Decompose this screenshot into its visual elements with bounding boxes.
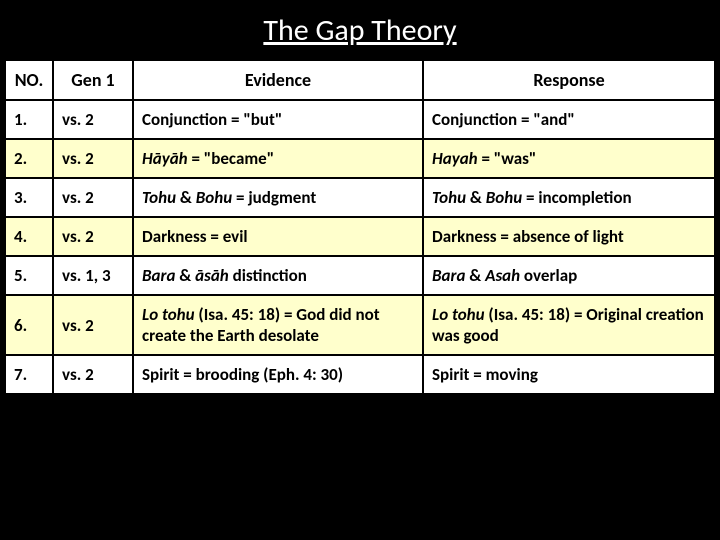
cell-evidence: Tohu & Bohu = judgment: [133, 178, 423, 217]
slide-title: The Gap Theory: [4, 4, 716, 59]
table-row: 3.vs. 2Tohu & Bohu = judgmentTohu & Bohu…: [5, 178, 715, 217]
slide-container: The Gap Theory NO. Gen 1 Evidence Respon…: [0, 0, 720, 540]
header-evidence: Evidence: [133, 60, 423, 100]
header-response: Response: [423, 60, 715, 100]
table-row: 6.vs. 2Lo tohu (Isa. 45: 18) = God did n…: [5, 295, 715, 355]
cell-evidence: Bara & āsāh distinction: [133, 256, 423, 295]
cell-response: Tohu & Bohu = incompletion: [423, 178, 715, 217]
cell-no: 3.: [5, 178, 53, 217]
cell-gen: vs. 2: [53, 295, 133, 355]
cell-response: Conjunction = "and": [423, 100, 715, 139]
cell-response: Hayah = "was": [423, 139, 715, 178]
cell-evidence: Darkness = evil: [133, 217, 423, 256]
cell-response: Spirit = moving: [423, 355, 715, 394]
cell-evidence: Hāyāh = "became": [133, 139, 423, 178]
gap-theory-table: NO. Gen 1 Evidence Response 1.vs. 2Conju…: [4, 59, 716, 395]
cell-response: Lo tohu (Isa. 45: 18) = Original creatio…: [423, 295, 715, 355]
table-row: 5.vs. 1, 3Bara & āsāh distinctionBara & …: [5, 256, 715, 295]
header-gen: Gen 1: [53, 60, 133, 100]
cell-gen: vs. 1, 3: [53, 256, 133, 295]
table-row: 1.vs. 2Conjunction = "but"Conjunction = …: [5, 100, 715, 139]
cell-no: 6.: [5, 295, 53, 355]
table-row: 2.vs. 2Hāyāh = "became"Hayah = "was": [5, 139, 715, 178]
header-no: NO.: [5, 60, 53, 100]
cell-response: Bara & Asah overlap: [423, 256, 715, 295]
cell-gen: vs. 2: [53, 355, 133, 394]
table-row: 7.vs. 2Spirit = brooding (Eph. 4: 30)Spi…: [5, 355, 715, 394]
cell-response: Darkness = absence of light: [423, 217, 715, 256]
cell-gen: vs. 2: [53, 178, 133, 217]
cell-no: 2.: [5, 139, 53, 178]
cell-evidence: Lo tohu (Isa. 45: 18) = God did not crea…: [133, 295, 423, 355]
cell-no: 4.: [5, 217, 53, 256]
cell-evidence: Spirit = brooding (Eph. 4: 30): [133, 355, 423, 394]
cell-no: 5.: [5, 256, 53, 295]
table-row: 4.vs. 2Darkness = evilDarkness = absence…: [5, 217, 715, 256]
cell-no: 1.: [5, 100, 53, 139]
cell-gen: vs. 2: [53, 217, 133, 256]
cell-gen: vs. 2: [53, 100, 133, 139]
cell-gen: vs. 2: [53, 139, 133, 178]
cell-evidence: Conjunction = "but": [133, 100, 423, 139]
cell-no: 7.: [5, 355, 53, 394]
table-header-row: NO. Gen 1 Evidence Response: [5, 60, 715, 100]
